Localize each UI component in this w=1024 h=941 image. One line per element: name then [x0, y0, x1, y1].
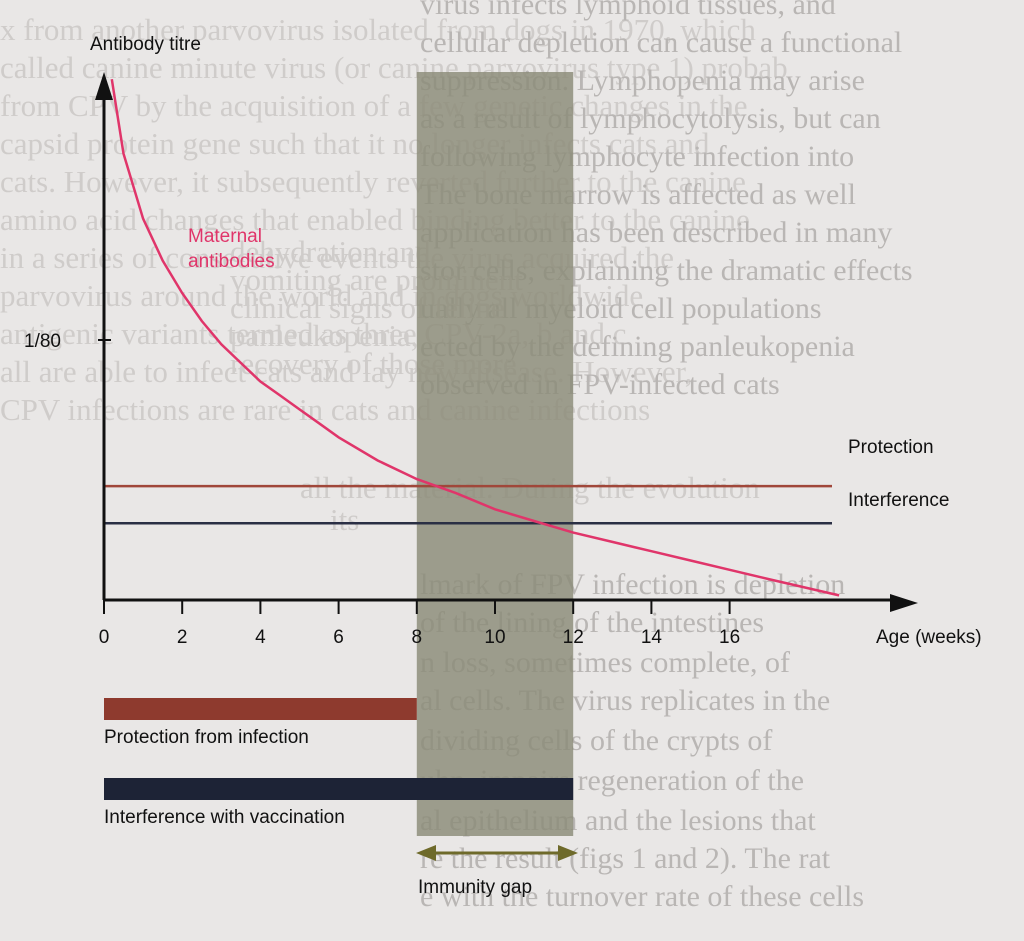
- background-text-line: e with the turnover rate of these cells: [420, 880, 864, 913]
- x-tick-label: 2: [177, 627, 188, 648]
- x-tick-label: 6: [333, 627, 344, 648]
- maternal-antibodies-curve: [110, 79, 840, 597]
- background-text-line: amino acid changes that enabled binding …: [0, 202, 750, 237]
- gap-arrow-right-head: [558, 845, 578, 861]
- immunity-gap-band: [416, 72, 574, 836]
- immunity-gap-label: Immunity gap: [418, 877, 532, 898]
- maternal-antibodies-label: Maternal antibodies: [188, 226, 275, 272]
- axes: [95, 72, 918, 612]
- background-text-line: all are able to infect cats and lay new …: [0, 354, 693, 389]
- gap-arrow-left-head: [416, 845, 436, 861]
- x-tick-label: 10: [484, 627, 505, 648]
- background-text-line: x from another parvovirus isolated from …: [0, 12, 756, 47]
- background-text-line: dehydration and: [230, 234, 431, 269]
- background-text-line: re the result (figs 1 and 2). The rat: [420, 842, 831, 875]
- x-tick-label: 16: [719, 627, 740, 648]
- background-text-line: called canine minute virus (or canine pa…: [0, 50, 788, 85]
- interference-with-vaccination-label: Interference with vaccination: [104, 807, 345, 828]
- x-tick-label: 4: [255, 627, 266, 648]
- background-text-line: from CPV by the acquisition of a few gen…: [0, 88, 748, 123]
- x-tick-label: 0: [99, 627, 110, 648]
- background-text-line: its: [330, 502, 359, 537]
- protection-from-infection-label: Protection from infection: [104, 727, 309, 748]
- y-axis-arrow-icon: [95, 72, 113, 100]
- y-tick-label: 1/80: [24, 331, 61, 352]
- background-text-line: cats. However, it subsequently reverted …: [0, 164, 746, 199]
- background-text-line: capsid protein gene such that it no long…: [0, 126, 710, 161]
- background-text-line: cellular depletion can cause a functiona…: [420, 26, 902, 59]
- maternal-label-line-2: antibodies: [188, 251, 275, 272]
- y-axis-label: Antibody titre: [90, 34, 201, 55]
- interference-with-vaccination-bar: [104, 778, 574, 800]
- maternal-label-line-1: Maternal: [188, 226, 262, 247]
- x-axis-arrow-icon: [890, 594, 918, 612]
- protection-line-label: Protection: [848, 437, 934, 458]
- immunity-gap-double-arrow-icon: [416, 845, 578, 861]
- x-tick-label: 14: [641, 627, 663, 648]
- x-axis-ticks: 0 2 4 6 8 10 12 14 16: [99, 600, 740, 648]
- background-text-line: panleukopenia,: [230, 318, 419, 353]
- x-tick-label: 12: [563, 627, 584, 648]
- x-axis-label: Age (weeks): [876, 627, 982, 648]
- protection-from-infection-bar: [104, 698, 417, 720]
- interference-line-label: Interference: [848, 490, 949, 511]
- threshold-lines: [104, 484, 832, 525]
- x-tick-label: 8: [412, 627, 423, 648]
- background-text-line: virus infects lymphoid tissues, and: [420, 0, 836, 21]
